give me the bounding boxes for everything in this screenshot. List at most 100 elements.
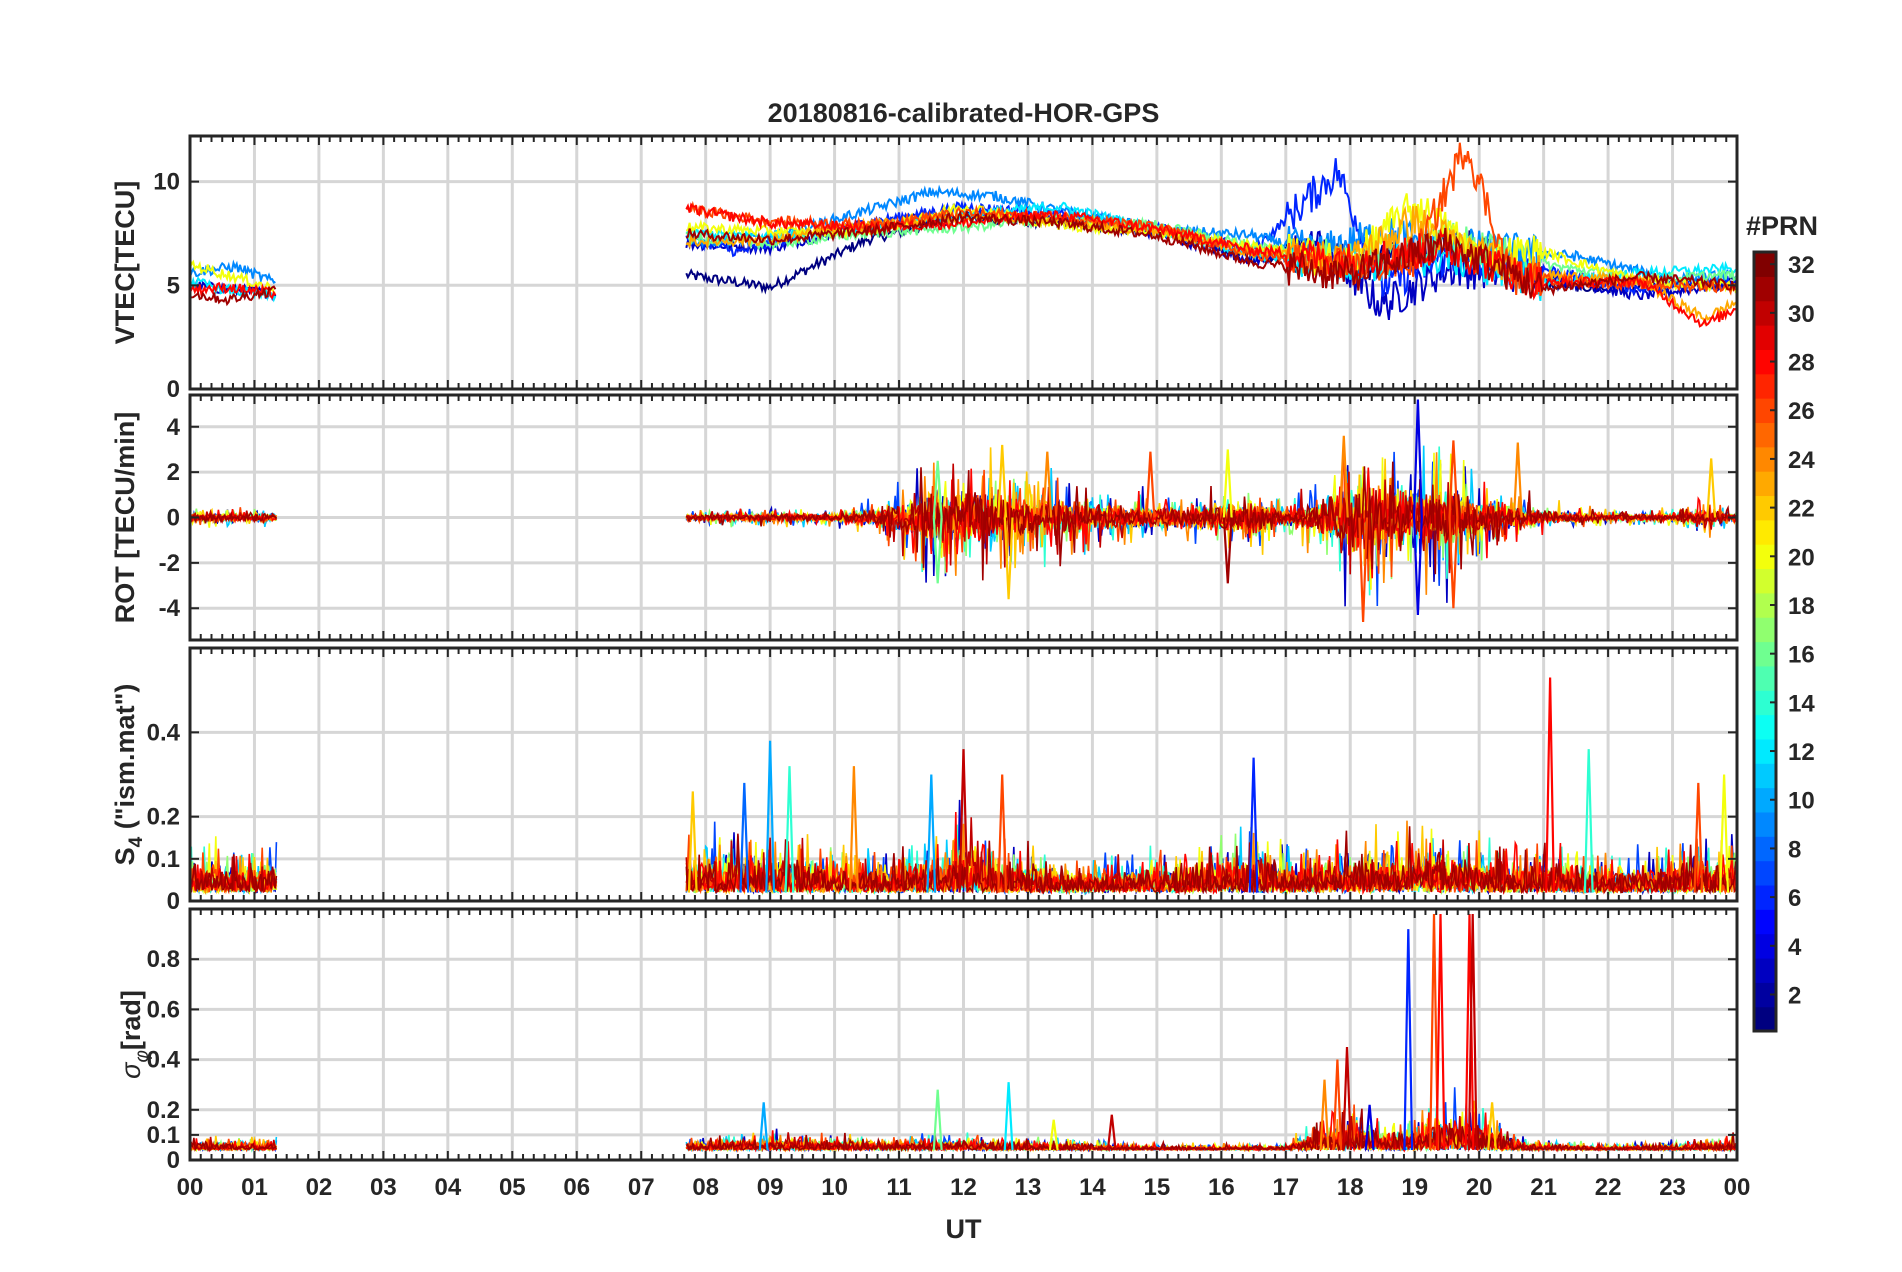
spike xyxy=(849,766,859,893)
colorbar-cell xyxy=(1754,641,1776,667)
colorbar-cell xyxy=(1754,349,1776,375)
spike xyxy=(1332,1059,1343,1151)
y-tick-label: 0 xyxy=(167,1147,180,1174)
colorbar-cell xyxy=(1754,690,1776,716)
x-tick-label: 03 xyxy=(370,1174,397,1201)
spike xyxy=(1222,449,1233,518)
spike xyxy=(758,1102,769,1151)
colorbar-tick-label: 32 xyxy=(1788,252,1815,279)
spike xyxy=(1512,442,1523,518)
colorbar-tick-label: 18 xyxy=(1788,593,1815,620)
series-line-prn-31 xyxy=(190,1108,1737,1153)
y-tick-label: 0.4 xyxy=(147,1047,181,1074)
spike xyxy=(765,740,776,893)
x-tick-label: 00 xyxy=(177,1174,204,1201)
panel-s4: 00.10.20.4S4 ("ism.mat") xyxy=(110,646,1739,915)
y-tick-label: 10 xyxy=(153,169,180,196)
colorbar-cell xyxy=(1754,933,1776,959)
colorbar-cell xyxy=(1754,373,1776,399)
y-axis-label-subscript: φ xyxy=(132,1050,153,1062)
y-tick-label: 0.2 xyxy=(147,1097,180,1124)
spike xyxy=(1413,399,1423,518)
colorbar-cell xyxy=(1754,471,1776,497)
y-axis-label: ROT [TECU/min] xyxy=(110,412,140,623)
spike xyxy=(1042,451,1053,518)
x-tick-label: 17 xyxy=(1272,1174,1299,1201)
spike xyxy=(784,766,795,893)
spike xyxy=(997,444,1008,518)
x-tick-label: 01 xyxy=(241,1174,268,1201)
y-tick-label: 5 xyxy=(167,272,180,299)
colorbar-cell xyxy=(1754,982,1776,1008)
y-tick-label: 0 xyxy=(167,888,180,915)
spike xyxy=(1706,458,1717,518)
x-tick-label: 13 xyxy=(1015,1174,1042,1201)
spike xyxy=(1448,517,1459,609)
x-tick-label: 02 xyxy=(306,1174,333,1201)
colorbar-tick-label: 24 xyxy=(1788,447,1815,474)
series-group xyxy=(190,913,1737,1153)
colorbar-cell xyxy=(1754,325,1776,350)
colorbar-cell xyxy=(1754,909,1776,935)
spike xyxy=(1693,782,1704,893)
y-axis-label: VTEC[TECU] xyxy=(110,181,140,345)
spike xyxy=(1583,749,1594,893)
x-tick-label: 05 xyxy=(499,1174,526,1201)
x-ticks xyxy=(189,136,1738,389)
spike xyxy=(1338,435,1349,518)
x-tick-label: 09 xyxy=(757,1174,784,1201)
colorbar-cell xyxy=(1754,276,1776,302)
colorbar-tick-label: 16 xyxy=(1788,642,1815,669)
series-group xyxy=(190,677,1737,896)
x-ticks xyxy=(189,648,1738,901)
x-tick-label: 12 xyxy=(950,1174,977,1201)
colorbar-tick-label: 6 xyxy=(1788,885,1801,912)
colorbar-cell xyxy=(1754,1006,1776,1032)
spike xyxy=(932,460,943,518)
spike xyxy=(1448,440,1459,518)
colorbar-tick-label: 4 xyxy=(1788,934,1802,961)
colorbar-cell xyxy=(1754,592,1776,618)
x-tick-label: 21 xyxy=(1530,1174,1557,1201)
spike xyxy=(1358,517,1369,622)
colorbar-tick-label: 8 xyxy=(1788,836,1801,863)
colorbar-cell xyxy=(1754,252,1776,277)
y-tick-label: 0 xyxy=(167,376,180,403)
colorbar-tick-label: 10 xyxy=(1788,788,1815,815)
spike xyxy=(1464,913,1475,1151)
x-tick-label: 00 xyxy=(1724,1174,1751,1201)
x-axis-label: UT xyxy=(946,1214,982,1244)
x-tick-label: 07 xyxy=(628,1174,655,1201)
x-tick-label: 18 xyxy=(1337,1174,1364,1201)
grid xyxy=(190,909,1737,1160)
spike xyxy=(1364,1104,1375,1151)
y-axis-label-subscript: 4 xyxy=(126,836,147,847)
y-tick-label: -4 xyxy=(159,595,181,622)
y-tick-label: 0.1 xyxy=(147,1122,180,1149)
colorbar-cell xyxy=(1754,495,1776,521)
y-tick-label: 0.8 xyxy=(147,946,180,973)
colorbar-tick-label: 26 xyxy=(1788,398,1815,425)
colorbar-cell xyxy=(1754,836,1776,862)
spike xyxy=(1222,517,1233,584)
spike xyxy=(926,774,937,893)
spike xyxy=(1106,1114,1117,1151)
colorbar-cell xyxy=(1754,787,1776,813)
spike xyxy=(1435,913,1446,1151)
colorbar-tick-label: 14 xyxy=(1788,690,1815,717)
x-tick-label: 19 xyxy=(1401,1174,1428,1201)
colorbar-cell xyxy=(1754,738,1776,764)
spike xyxy=(1467,913,1478,1151)
x-tick-label: 11 xyxy=(886,1174,911,1201)
colorbar-cell xyxy=(1754,300,1776,326)
colorbar-tick-label: 22 xyxy=(1788,496,1815,523)
spike xyxy=(1413,517,1423,616)
x-tick-label: 06 xyxy=(563,1174,590,1201)
x-tick-label: 08 xyxy=(692,1174,719,1201)
x-tick-label: 14 xyxy=(1079,1174,1106,1201)
colorbar-cell xyxy=(1754,884,1776,910)
y-tick-label: 0.2 xyxy=(147,804,180,831)
series-group xyxy=(190,399,1737,622)
